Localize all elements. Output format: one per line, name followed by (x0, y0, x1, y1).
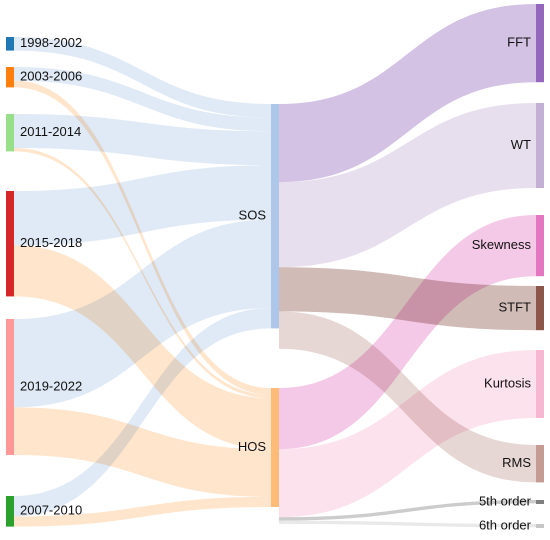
link-hos-o6 (279, 520, 536, 528)
link-y2015-sos (14, 165, 271, 246)
node-y2003 (6, 67, 14, 88)
label-skew: Skewness (472, 237, 532, 252)
link-y2007-hos (14, 496, 271, 527)
label-y2015: 2015-2018 (20, 235, 82, 250)
label-o6: 6th order (479, 517, 532, 532)
node-y2015 (6, 191, 14, 297)
node-kurt (536, 350, 544, 418)
link-y2003-hos (14, 80, 271, 395)
label-rms: RMS (502, 455, 531, 470)
node-wt (536, 103, 544, 188)
link-y2019-sos (14, 219, 271, 408)
node-y2011 (6, 114, 14, 152)
node-o6 (536, 524, 544, 528)
link-y2003-sos (14, 67, 271, 132)
node-y2007 (6, 496, 14, 527)
label-o5: 5th order (479, 493, 532, 508)
node-skew (536, 215, 544, 277)
links-layer (14, 4, 536, 528)
label-stft: STFT (499, 300, 532, 315)
node-hos (271, 388, 279, 507)
link-y2019-hos (14, 407, 271, 497)
label-fft: FFT (507, 35, 531, 50)
label-y2007: 2007-2010 (20, 503, 82, 518)
labels-layer: 1998-2002 2003-2006 2011-2014 2015-2018 2019… (20, 35, 532, 533)
link-hos-kurt (279, 350, 536, 518)
nodes-layer (6, 4, 544, 528)
node-sos (271, 104, 279, 329)
link-hos-skew (279, 215, 536, 450)
label-kurt: Kurtosis (484, 375, 531, 390)
link-y2007-sos (14, 308, 271, 517)
link-sos-rms (279, 311, 536, 483)
node-o5 (536, 500, 544, 504)
label-y2011: 2011-2014 (20, 124, 81, 139)
label-wt: WT (511, 137, 531, 152)
link-y1998-sos (14, 37, 271, 118)
node-rms (536, 445, 544, 483)
link-sos-fft (279, 4, 536, 183)
node-y2019 (6, 319, 14, 455)
link-sos-wt (279, 103, 536, 268)
link-hos-o5 (279, 500, 536, 521)
node-y1998 (6, 37, 14, 51)
node-fft (536, 4, 544, 83)
label-y2003: 2003-2006 (20, 69, 82, 84)
label-hos: HOS (238, 439, 267, 454)
link-sos-stft (279, 267, 536, 331)
node-stft (536, 286, 544, 331)
label-y1998: 1998-2002 (20, 35, 82, 50)
label-y2019: 2019-2022 (20, 378, 82, 393)
link-y2011-sos (14, 114, 271, 166)
label-sos: SOS (239, 208, 267, 223)
